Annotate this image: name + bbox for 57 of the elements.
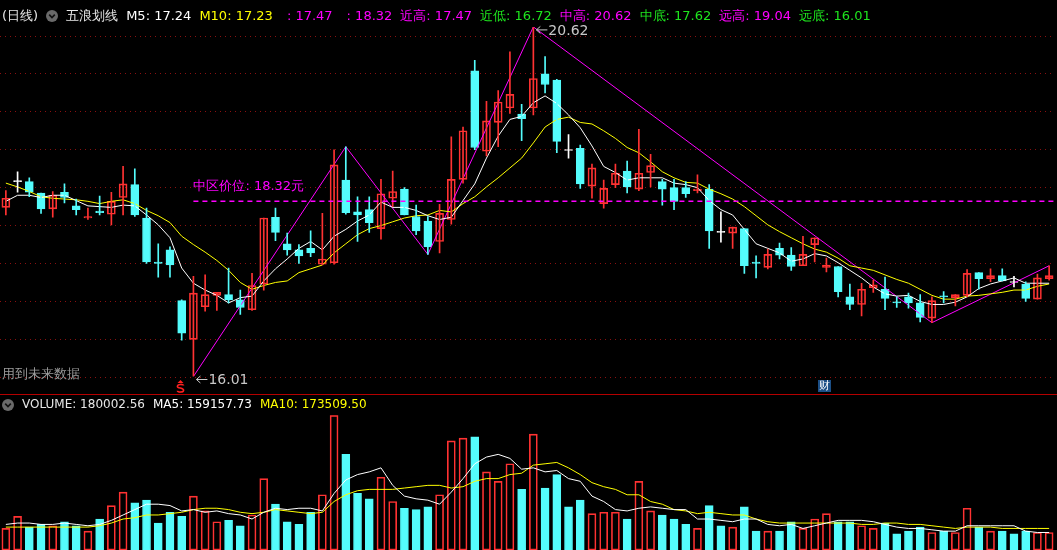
bar — [939, 530, 948, 550]
text: MA5: 159157.73 — [153, 397, 252, 412]
text: 中高: 20.62 — [559, 8, 632, 24]
bar — [177, 516, 187, 550]
chart-title: (日线) — [2, 8, 39, 24]
bar — [575, 499, 585, 550]
bar — [681, 524, 691, 550]
bar — [775, 530, 784, 550]
bar — [552, 474, 562, 550]
bar — [915, 526, 925, 550]
candlestick — [153, 243, 163, 278]
bar — [271, 503, 280, 550]
bar — [411, 509, 421, 550]
bar — [904, 530, 913, 550]
bar — [974, 526, 984, 550]
bar — [704, 505, 714, 550]
data-label: 16.01 — [208, 371, 249, 388]
bar — [740, 506, 749, 550]
bar — [24, 526, 34, 550]
bar — [892, 533, 902, 550]
annotation: 用到未来数据 — [2, 366, 80, 382]
text: : 18.32 — [346, 8, 393, 24]
text: 近低: 16.72 — [480, 8, 552, 24]
text: 中底: 17.62 — [639, 8, 712, 24]
bar — [716, 525, 726, 550]
bar — [235, 525, 245, 550]
bar — [470, 436, 480, 550]
bar — [71, 525, 81, 550]
bar — [341, 454, 351, 550]
bar — [517, 489, 526, 550]
data-label: 20.62 — [548, 21, 589, 38]
candlestick — [892, 296, 902, 308]
legend-title: 五浪划线 — [66, 8, 119, 24]
bar — [400, 507, 409, 550]
bar — [1021, 530, 1031, 550]
bar — [657, 514, 667, 550]
bar — [153, 522, 163, 550]
text: M5: 17.24 — [126, 8, 192, 24]
bar — [353, 493, 362, 550]
text: 财 — [818, 379, 831, 392]
bar — [95, 518, 104, 550]
bar — [224, 520, 233, 550]
bar — [564, 506, 573, 550]
text: M10: 17.23 — [199, 8, 273, 24]
text: 远高: 19.04 — [719, 8, 792, 24]
chart-title: VOLUME: 180002.56 — [22, 397, 145, 412]
candlestick — [751, 255, 761, 279]
text: MA10: 173509.50 — [259, 397, 367, 412]
text: 近高: 17.47 — [400, 8, 473, 24]
bar — [364, 498, 374, 550]
text: : 17.47 — [286, 8, 333, 24]
bar — [142, 499, 151, 550]
ref-line-label: 中区价位: 18.32元 — [193, 177, 305, 193]
text: 远底: 16.01 — [799, 8, 871, 24]
bar — [130, 502, 140, 550]
bar — [997, 530, 1007, 550]
bar — [282, 521, 292, 550]
